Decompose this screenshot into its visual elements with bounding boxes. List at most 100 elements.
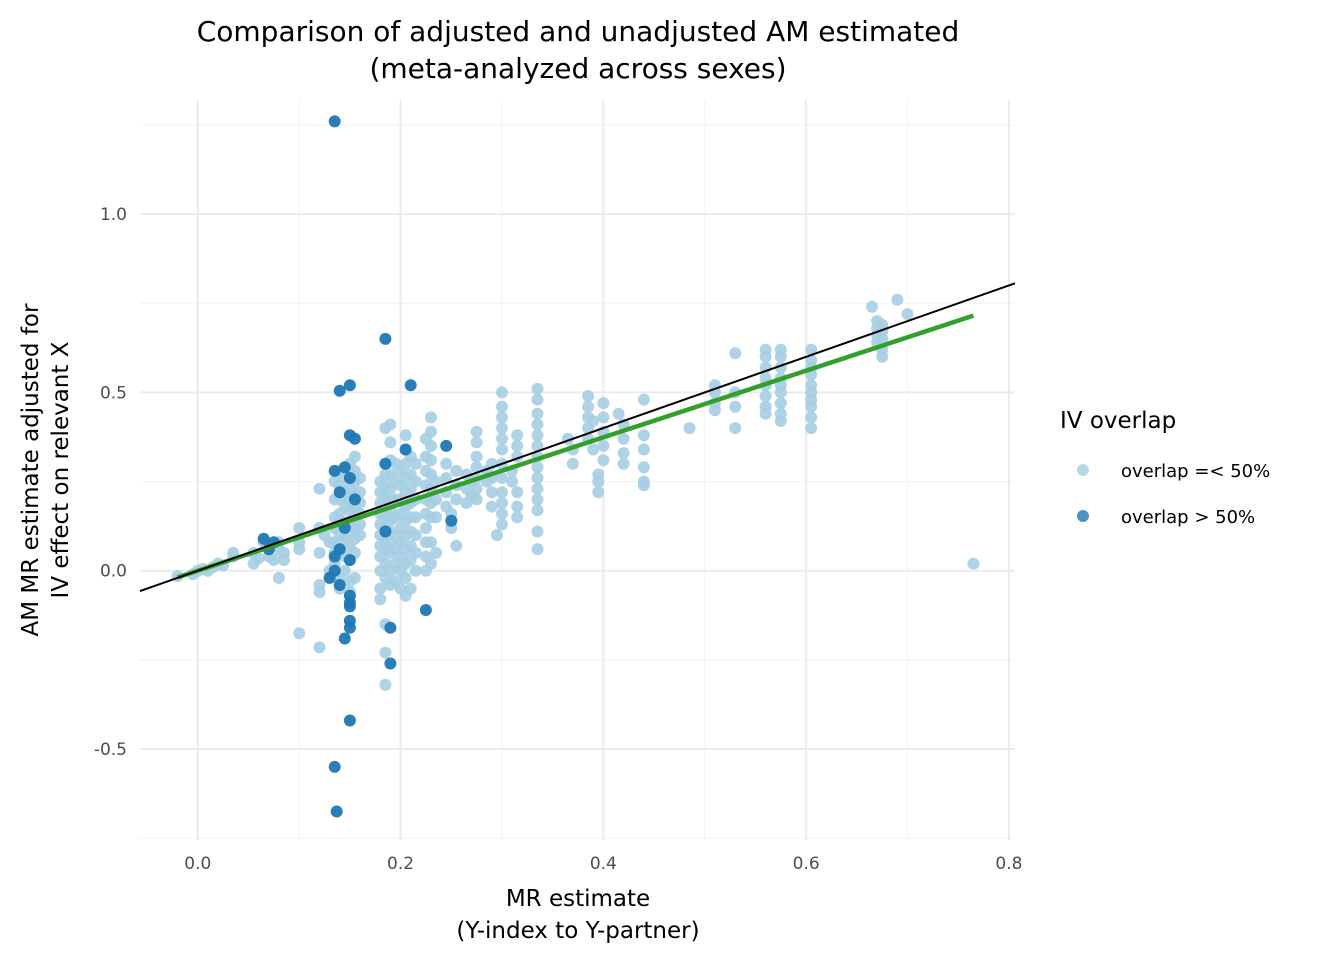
data-point-low-overlap: [597, 439, 610, 452]
data-point-low-overlap: [425, 536, 437, 549]
data-point-low-overlap: [374, 582, 387, 595]
data-point-low-overlap: [496, 443, 508, 456]
data-point-low-overlap: [313, 546, 326, 559]
data-point-low-overlap: [531, 525, 544, 538]
data-point-low-overlap: [379, 646, 392, 659]
chart-subtitle: (meta-analyzed across sexes): [369, 52, 786, 85]
data-point-low-overlap: [587, 415, 600, 427]
data-point-low-overlap: [617, 432, 630, 445]
data-point-low-overlap: [617, 447, 630, 460]
data-point-low-overlap: [293, 627, 306, 640]
y-axis-ticks: -0.5 0.0 0.5 1.0: [94, 205, 127, 760]
data-point-high-overlap: [333, 486, 346, 499]
data-point-low-overlap: [425, 425, 437, 438]
data-point-high-overlap: [323, 571, 336, 584]
data-point-low-overlap: [496, 422, 508, 435]
data-point-high-overlap: [399, 443, 412, 456]
data-point-low-overlap: [531, 461, 544, 474]
data-point-low-overlap: [582, 400, 595, 413]
legend-swatch-low-overlap: [1077, 464, 1089, 476]
y-tick-label: -0.5: [94, 740, 127, 760]
data-point-high-overlap: [343, 472, 356, 484]
data-point-low-overlap: [496, 472, 508, 484]
data-point-low-overlap: [876, 332, 889, 345]
data-point-low-overlap: [348, 571, 361, 584]
data-point-low-overlap: [805, 411, 818, 424]
data-point-low-overlap: [470, 493, 483, 506]
data-point-low-overlap: [729, 422, 742, 435]
data-point-low-overlap: [805, 343, 818, 356]
data-point-high-overlap: [328, 115, 341, 128]
x-tick-label: 0.6: [793, 854, 820, 874]
data-point-high-overlap: [343, 379, 356, 392]
data-point-low-overlap: [430, 546, 443, 559]
data-point-high-overlap: [343, 621, 356, 634]
data-point-low-overlap: [759, 390, 772, 402]
data-point-low-overlap: [354, 529, 366, 542]
data-point-high-overlap: [348, 432, 361, 445]
data-point-low-overlap: [430, 475, 443, 488]
data-point-low-overlap: [901, 308, 914, 320]
y-tick-label: 1.0: [100, 205, 127, 225]
data-point-low-overlap: [252, 552, 265, 565]
data-point-high-overlap: [384, 621, 397, 634]
regression-fit-line: [176, 313, 975, 580]
data-point-low-overlap: [805, 422, 818, 435]
data-point-low-overlap: [637, 393, 650, 406]
data-point-low-overlap: [511, 439, 524, 452]
data-point-low-overlap: [409, 475, 422, 488]
data-point-low-overlap: [440, 457, 453, 470]
data-point-low-overlap: [729, 347, 742, 360]
data-point-low-overlap: [409, 546, 422, 559]
data-point-low-overlap: [759, 350, 772, 363]
data-point-low-overlap: [354, 472, 366, 484]
data-point-high-overlap: [343, 554, 356, 566]
x-axis-ticks: 0.0 0.2 0.4 0.6 0.8: [184, 854, 1022, 874]
data-point-low-overlap: [531, 543, 544, 556]
data-point-low-overlap: [267, 554, 280, 566]
data-point-low-overlap: [531, 382, 544, 395]
data-point-low-overlap: [587, 443, 600, 456]
data-point-low-overlap: [511, 429, 524, 442]
identity-reference-line: [139, 282, 1016, 593]
data-point-low-overlap: [379, 678, 392, 691]
data-point-low-overlap: [496, 518, 508, 531]
data-point-low-overlap: [805, 400, 818, 413]
data-point-high-overlap: [384, 657, 397, 670]
data-point-low-overlap: [592, 468, 605, 481]
data-point-high-overlap: [343, 714, 356, 727]
data-point-low-overlap: [374, 593, 387, 606]
data-point-low-overlap: [485, 500, 498, 513]
data-point-low-overlap: [708, 404, 721, 417]
data-point-low-overlap: [490, 529, 503, 542]
data-point-low-overlap: [470, 461, 483, 474]
data-point-low-overlap: [272, 571, 285, 584]
data-point-low-overlap: [891, 293, 904, 306]
data-point-low-overlap: [511, 511, 524, 524]
data-point-high-overlap: [343, 600, 356, 613]
data-point-low-overlap: [409, 564, 422, 577]
x-axis-title: MR estimate: [506, 886, 650, 912]
data-point-low-overlap: [348, 450, 361, 463]
y-tick-label: 0.0: [100, 562, 127, 582]
data-point-low-overlap: [637, 443, 650, 456]
data-point-low-overlap: [597, 397, 610, 410]
data-point-low-overlap: [496, 386, 508, 399]
data-point-low-overlap: [531, 493, 544, 506]
data-point-high-overlap: [328, 464, 341, 477]
data-point-low-overlap: [450, 464, 463, 477]
data-point-low-overlap: [531, 504, 544, 517]
x-axis-subtitle: (Y-index to Y-partner): [456, 918, 699, 944]
data-point-low-overlap: [425, 411, 437, 424]
data-point-low-overlap: [354, 518, 366, 531]
data-point-low-overlap: [683, 422, 696, 435]
data-point-low-overlap: [440, 472, 453, 484]
data-point-low-overlap: [409, 511, 422, 524]
legend-title: IV overlap: [1060, 408, 1176, 434]
data-point-low-overlap: [592, 486, 605, 499]
data-point-low-overlap: [470, 425, 483, 438]
data-point-low-overlap: [419, 522, 432, 534]
data-point-low-overlap: [597, 411, 610, 424]
chart-title: Comparison of adjusted and unadjusted AM…: [197, 15, 960, 48]
data-point-low-overlap: [338, 564, 351, 577]
